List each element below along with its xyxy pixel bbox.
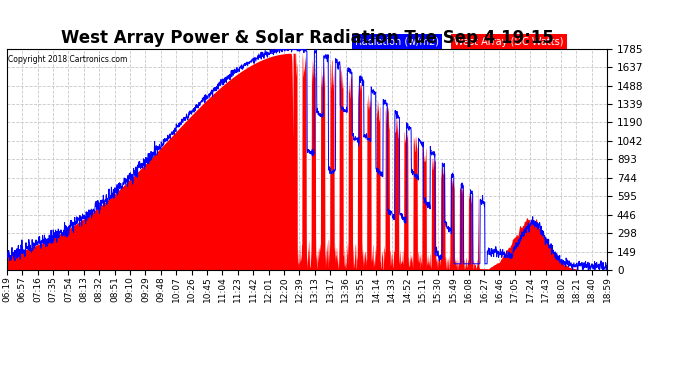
Text: Radiation (w/m2): Radiation (w/m2) (355, 36, 439, 46)
Title: West Array Power & Solar Radiation Tue Sep 4 19:15: West Array Power & Solar Radiation Tue S… (61, 29, 553, 47)
Text: Copyright 2018 Cartronics.com: Copyright 2018 Cartronics.com (8, 56, 127, 64)
Text: West Array (DC Watts): West Array (DC Watts) (454, 36, 564, 46)
